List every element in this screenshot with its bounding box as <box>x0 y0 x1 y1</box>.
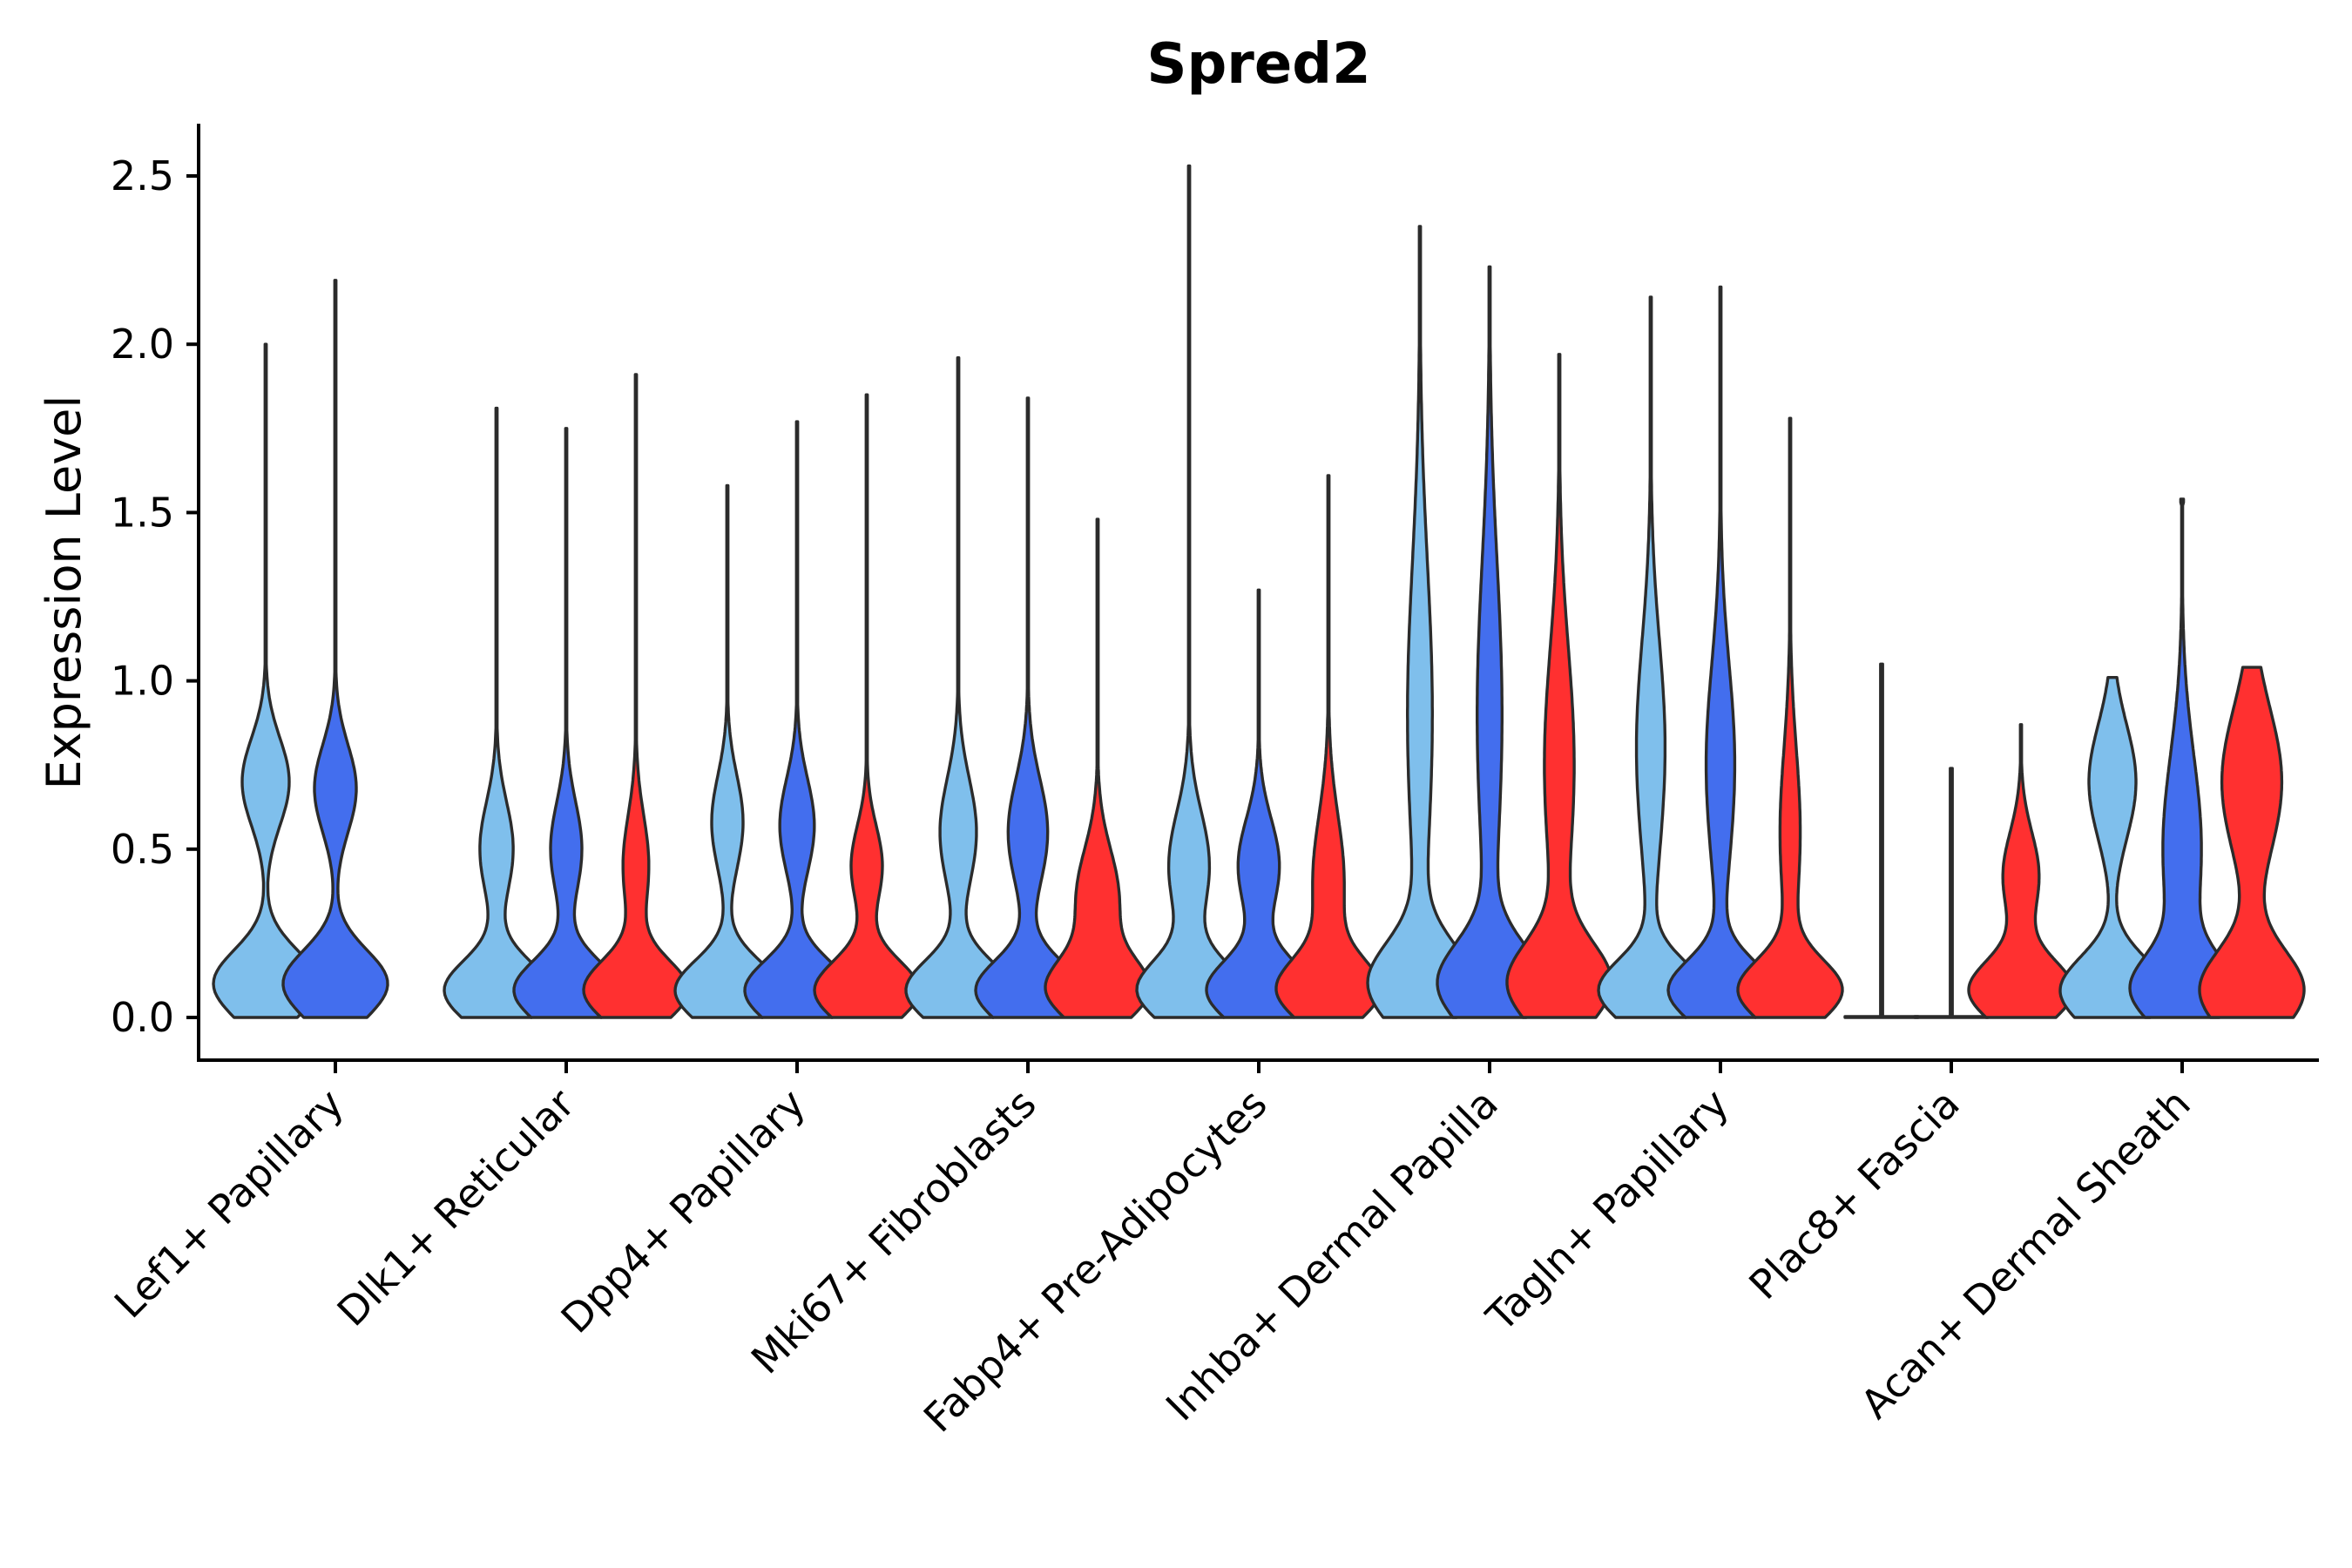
violin-group-1 <box>1843 662 1920 1019</box>
violin-group-3 <box>813 393 921 1019</box>
chart-title: Spred2 <box>1146 32 1370 97</box>
violin-group-2 <box>743 420 851 1019</box>
y-axis-label: Expression Level <box>37 395 91 790</box>
violin-layer <box>212 164 2306 1019</box>
y-tick-label: 1.0 <box>111 658 174 705</box>
violin-group-3 <box>2198 666 2306 1019</box>
violin-group-1 <box>212 342 320 1019</box>
y-tick-label: 2.0 <box>111 321 174 368</box>
violin-group-3 <box>1967 723 2075 1019</box>
violin-group-2 <box>2128 497 2236 1019</box>
violin-group-1 <box>904 356 1012 1019</box>
violin-group-3 <box>1044 517 1152 1019</box>
violin-group-3 <box>1274 474 1382 1019</box>
violin-group-3 <box>1736 416 1844 1019</box>
x-tick-label: Lef1+ Papillary <box>105 1080 353 1328</box>
violin-group-2 <box>281 279 389 1019</box>
y-tick-label: 2.5 <box>111 152 174 199</box>
violin-group-2 <box>1436 265 1544 1019</box>
violin-group-1 <box>673 483 781 1019</box>
violin-group-1 <box>1135 164 1243 1019</box>
x-tick-label: Dlk1+ Reticular <box>328 1080 584 1335</box>
violin-group-1 <box>443 406 551 1019</box>
violin-group-1 <box>1597 295 1705 1019</box>
violin-group-1 <box>1366 225 1474 1019</box>
x-tick-label: Dpp4+ Papillary <box>552 1080 814 1342</box>
y-axis-ticks: 0.0 0.5 1.0 1.5 2.0 2.5 <box>111 152 199 1041</box>
violin-group-1 <box>2058 676 2166 1019</box>
y-tick-label: 0.5 <box>111 826 174 873</box>
y-tick-label: 1.5 <box>111 489 174 536</box>
violin-group-3 <box>1505 353 1613 1019</box>
violin-group-2 <box>1666 285 1774 1019</box>
violin-group-2 <box>1205 588 1313 1019</box>
violin-group-2 <box>974 396 1082 1019</box>
y-tick-label: 0.0 <box>111 994 174 1041</box>
x-tick-label: Plac8+ Fascia <box>1740 1080 1968 1308</box>
x-tick-label: Tagln+ Papillary <box>1477 1080 1738 1342</box>
violin-group-2 <box>512 427 620 1019</box>
violin-group-3 <box>582 373 690 1019</box>
